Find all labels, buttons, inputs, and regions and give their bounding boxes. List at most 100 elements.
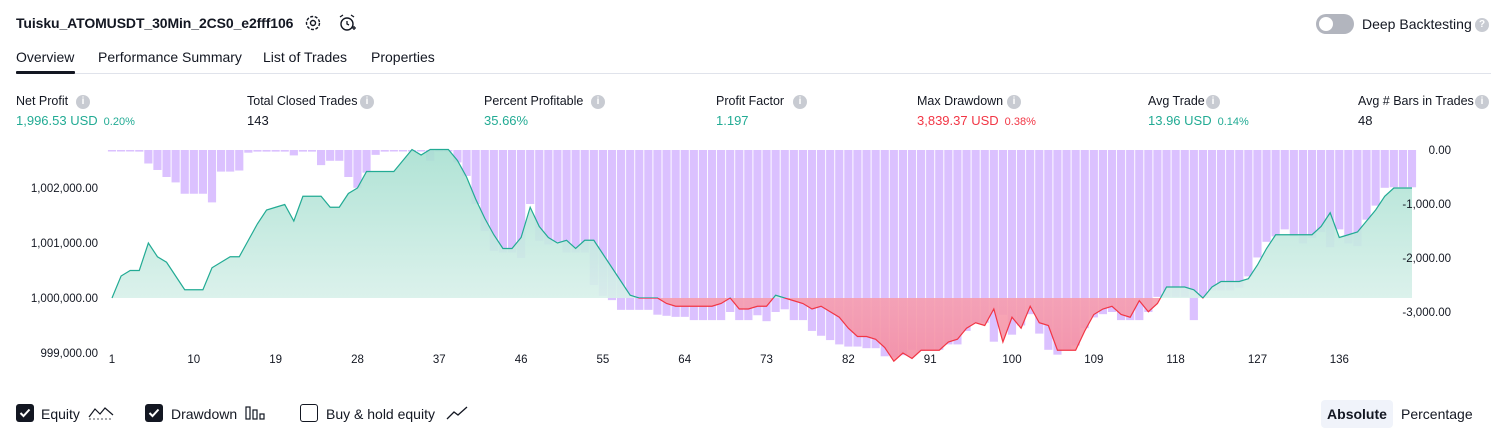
buy-hold-checkbox[interactable] xyxy=(300,404,318,422)
total-closed-trades-label: Total Closed Trades xyxy=(247,94,358,108)
drawdown-bar xyxy=(1335,150,1344,230)
drawdown-bar xyxy=(1017,150,1026,326)
drawdown-bar xyxy=(280,150,289,152)
tab-overview[interactable]: Overview xyxy=(16,49,75,65)
absolute-scale-button[interactable]: Absolute xyxy=(1321,400,1393,428)
drawdown-bar xyxy=(1117,150,1126,321)
drawdown-bar xyxy=(1317,150,1326,233)
equity-line xyxy=(111,148,1412,298)
x-axis-tick-label: 10 xyxy=(187,354,200,366)
drawdown-bar xyxy=(489,150,498,251)
info-icon[interactable]: i xyxy=(793,95,807,109)
drawdown-bar xyxy=(635,150,644,310)
drawdown-bar xyxy=(789,150,798,321)
left-axis-tick-label: 999,000.00 xyxy=(40,348,98,360)
info-icon[interactable]: i xyxy=(76,95,90,109)
drawdown-bars xyxy=(107,150,1417,358)
tab-properties[interactable]: Properties xyxy=(371,49,435,65)
drawdown-bar xyxy=(871,150,880,349)
drawdown-bar xyxy=(662,150,671,316)
drawdown-bar xyxy=(1107,150,1117,312)
drawdown-bar xyxy=(617,150,626,310)
drawdown-bar xyxy=(717,150,726,321)
alarm-clock-plus-icon[interactable] xyxy=(337,13,357,33)
drawdown-bar xyxy=(1007,150,1017,335)
drawdown-bar xyxy=(1207,150,1217,291)
drawdown-bar xyxy=(517,150,526,258)
drawdown-bar xyxy=(1226,150,1235,291)
drawdown-bar xyxy=(144,150,153,164)
deep-backtesting-label: Deep Backtesting xyxy=(1362,16,1472,32)
drawdown-bar xyxy=(853,150,862,347)
x-axis-tick-label: 82 xyxy=(842,354,855,366)
drawdown-bar xyxy=(1026,150,1035,315)
drawdown-bar xyxy=(262,150,271,152)
info-icon[interactable]: i xyxy=(360,95,374,109)
drawdown-bar xyxy=(1180,150,1189,297)
deep-backtesting-toggle[interactable] xyxy=(1316,14,1354,34)
drawdown-bar xyxy=(1289,150,1298,237)
right-axis-tick-label: -3,000.00 xyxy=(1402,307,1451,319)
drawdown-bar xyxy=(1344,150,1353,244)
drawdown-bar xyxy=(335,150,344,161)
drawdown-bar xyxy=(217,150,226,172)
drawdown-bar xyxy=(1362,150,1371,220)
x-axis-tick-label: 136 xyxy=(1330,354,1349,366)
drawdown-bar xyxy=(671,150,680,317)
drawdown-bar xyxy=(944,150,953,345)
drawdown-bar xyxy=(198,150,207,194)
drawdown-bar xyxy=(480,150,489,231)
equity-area xyxy=(111,148,1412,363)
drawdown-bar xyxy=(1235,150,1244,288)
strategy-title: Tuisku_ATOMUSDT_30Min_2CS0_e2fff106 xyxy=(16,15,294,31)
drawdown-bar xyxy=(562,150,571,253)
drawdown-bar xyxy=(980,150,989,323)
percentage-scale-button[interactable]: Percentage xyxy=(1401,406,1473,422)
drawdown-bar xyxy=(689,150,698,321)
x-axis-tick-label: 55 xyxy=(597,354,610,366)
drawdown-checkbox[interactable] xyxy=(145,404,163,422)
drawdown-bar xyxy=(1189,150,1198,321)
left-axis-tick-label: 1,002,000.00 xyxy=(31,183,98,195)
tab-performance-summary[interactable]: Performance Summary xyxy=(98,49,242,65)
drawdown-bar xyxy=(880,150,889,357)
equity-checkbox[interactable] xyxy=(16,404,34,422)
drawdown-bar xyxy=(862,150,871,349)
tab-list-of-trades[interactable]: List of Trades xyxy=(263,49,348,65)
drawdown-bar xyxy=(907,150,917,350)
left-axis-tick-label: 1,000,000.00 xyxy=(31,293,98,305)
drawdown-bar xyxy=(498,150,507,253)
x-axis-tick-label: 37 xyxy=(433,354,446,366)
help-icon[interactable]: ? xyxy=(1475,18,1489,32)
gear-icon[interactable] xyxy=(303,13,323,33)
drawdown-bar xyxy=(653,150,662,315)
drawdown-bar xyxy=(1307,150,1317,239)
x-axis-tick-label: 100 xyxy=(1002,354,1021,366)
drawdown-bar xyxy=(544,150,553,245)
drawdown-bar xyxy=(289,150,298,156)
net-profit-label: Net Profit xyxy=(16,94,69,108)
info-icon[interactable]: i xyxy=(1007,95,1021,109)
equity-drawdown-chart[interactable]: 1,002,000.00 1,001,000.00 1,000,000.00 999,… xyxy=(0,140,1507,375)
drawdown-bar xyxy=(1162,150,1171,297)
info-icon[interactable]: i xyxy=(1475,95,1489,109)
total-closed-trades-value: 143 xyxy=(247,113,269,128)
info-icon[interactable]: i xyxy=(591,95,605,109)
drawdown-bar xyxy=(935,150,944,350)
drawdown-bar xyxy=(1153,150,1162,297)
buyhold-line-icon xyxy=(446,405,468,426)
drawdown-legend-label: Drawdown xyxy=(171,406,238,422)
percent-profitable-label: Percent Profitable xyxy=(484,94,584,108)
net-profit-value: 1,996.53 USD 0.20% xyxy=(16,113,135,128)
drawdown-bar xyxy=(226,150,235,172)
drawdown-bar xyxy=(989,150,998,342)
drawdown-bar xyxy=(953,150,962,345)
drawdown-bar xyxy=(844,150,853,347)
drawdown-bar xyxy=(826,150,835,341)
x-axis-tick-label: 73 xyxy=(760,354,773,366)
x-axis-tick-label: 109 xyxy=(1084,354,1103,366)
drawdown-bar xyxy=(798,150,807,321)
info-icon[interactable]: i xyxy=(1206,95,1220,109)
drawdown-bar xyxy=(1353,150,1362,247)
drawdown-bar xyxy=(362,150,371,173)
